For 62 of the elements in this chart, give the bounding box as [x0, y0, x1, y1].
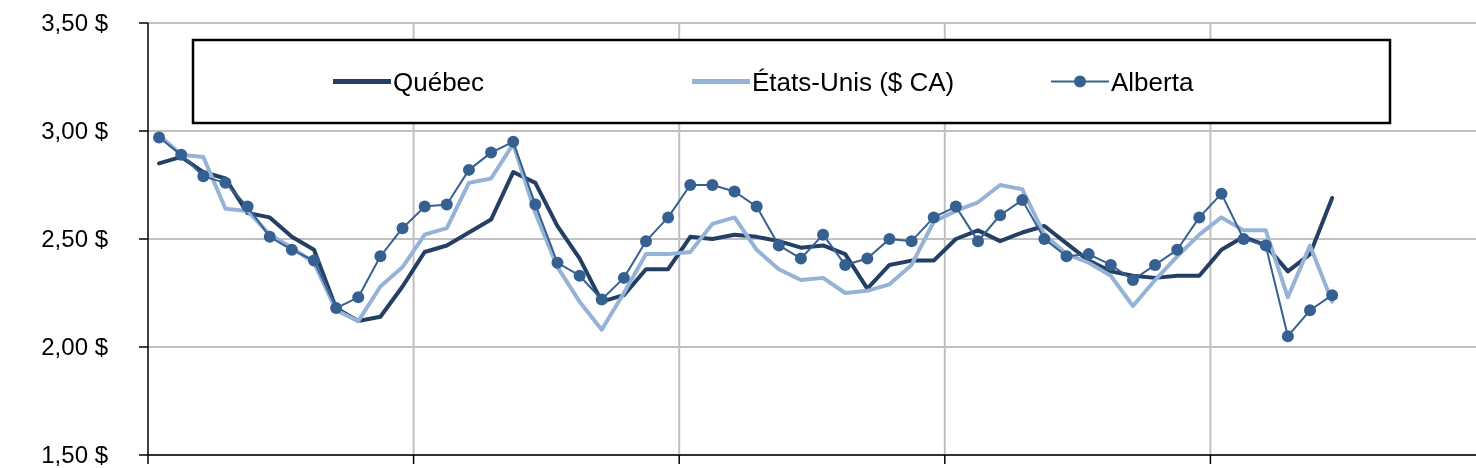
point [794, 252, 807, 265]
point [440, 198, 453, 211]
point [263, 230, 276, 243]
point [905, 235, 918, 248]
point [1016, 194, 1029, 207]
y-tick-label: 2,00 $ [41, 333, 108, 361]
point [1038, 233, 1051, 245]
point [1304, 304, 1316, 317]
point [485, 146, 498, 159]
point [1193, 211, 1206, 224]
point [308, 254, 320, 267]
point [1237, 233, 1250, 245]
point [617, 271, 630, 284]
point [706, 179, 719, 191]
point [507, 135, 520, 148]
point [462, 163, 475, 176]
point [772, 239, 785, 252]
legend-label: États-Unis ($ CA) [752, 66, 955, 97]
y-tick-label: 3,00 $ [41, 117, 108, 145]
point [197, 170, 210, 183]
point [374, 250, 387, 263]
point [1171, 243, 1184, 256]
point [219, 176, 232, 189]
point [1060, 250, 1073, 263]
point [595, 293, 608, 306]
point [1082, 248, 1095, 261]
point [352, 291, 365, 304]
point [418, 200, 431, 213]
point [573, 269, 586, 282]
point [1259, 239, 1272, 252]
point [1281, 330, 1294, 343]
point [972, 235, 984, 248]
point [1326, 289, 1339, 302]
point [551, 256, 564, 269]
point [396, 222, 409, 235]
point [927, 211, 940, 224]
point [241, 200, 254, 213]
point [839, 258, 852, 271]
point [1215, 187, 1228, 200]
point [994, 209, 1007, 222]
point [728, 185, 741, 198]
point [949, 200, 962, 213]
legend-label: Québec [393, 66, 485, 97]
point [750, 200, 763, 213]
point [684, 179, 697, 191]
point [529, 198, 542, 211]
y-tick-label: 1,50 $ [41, 441, 108, 468]
point [153, 131, 166, 144]
point [817, 228, 830, 241]
point [1149, 258, 1162, 271]
point [662, 211, 675, 224]
legend-label: Alberta [1111, 66, 1194, 97]
point [175, 148, 188, 161]
point [330, 302, 343, 315]
point [640, 235, 652, 248]
y-tick-label: 3,50 $ [41, 9, 108, 37]
y-tick-label: 2,50 $ [41, 225, 108, 253]
point [1126, 274, 1139, 287]
point [883, 233, 896, 245]
point [1104, 258, 1117, 271]
point [285, 243, 298, 256]
point [861, 252, 874, 265]
